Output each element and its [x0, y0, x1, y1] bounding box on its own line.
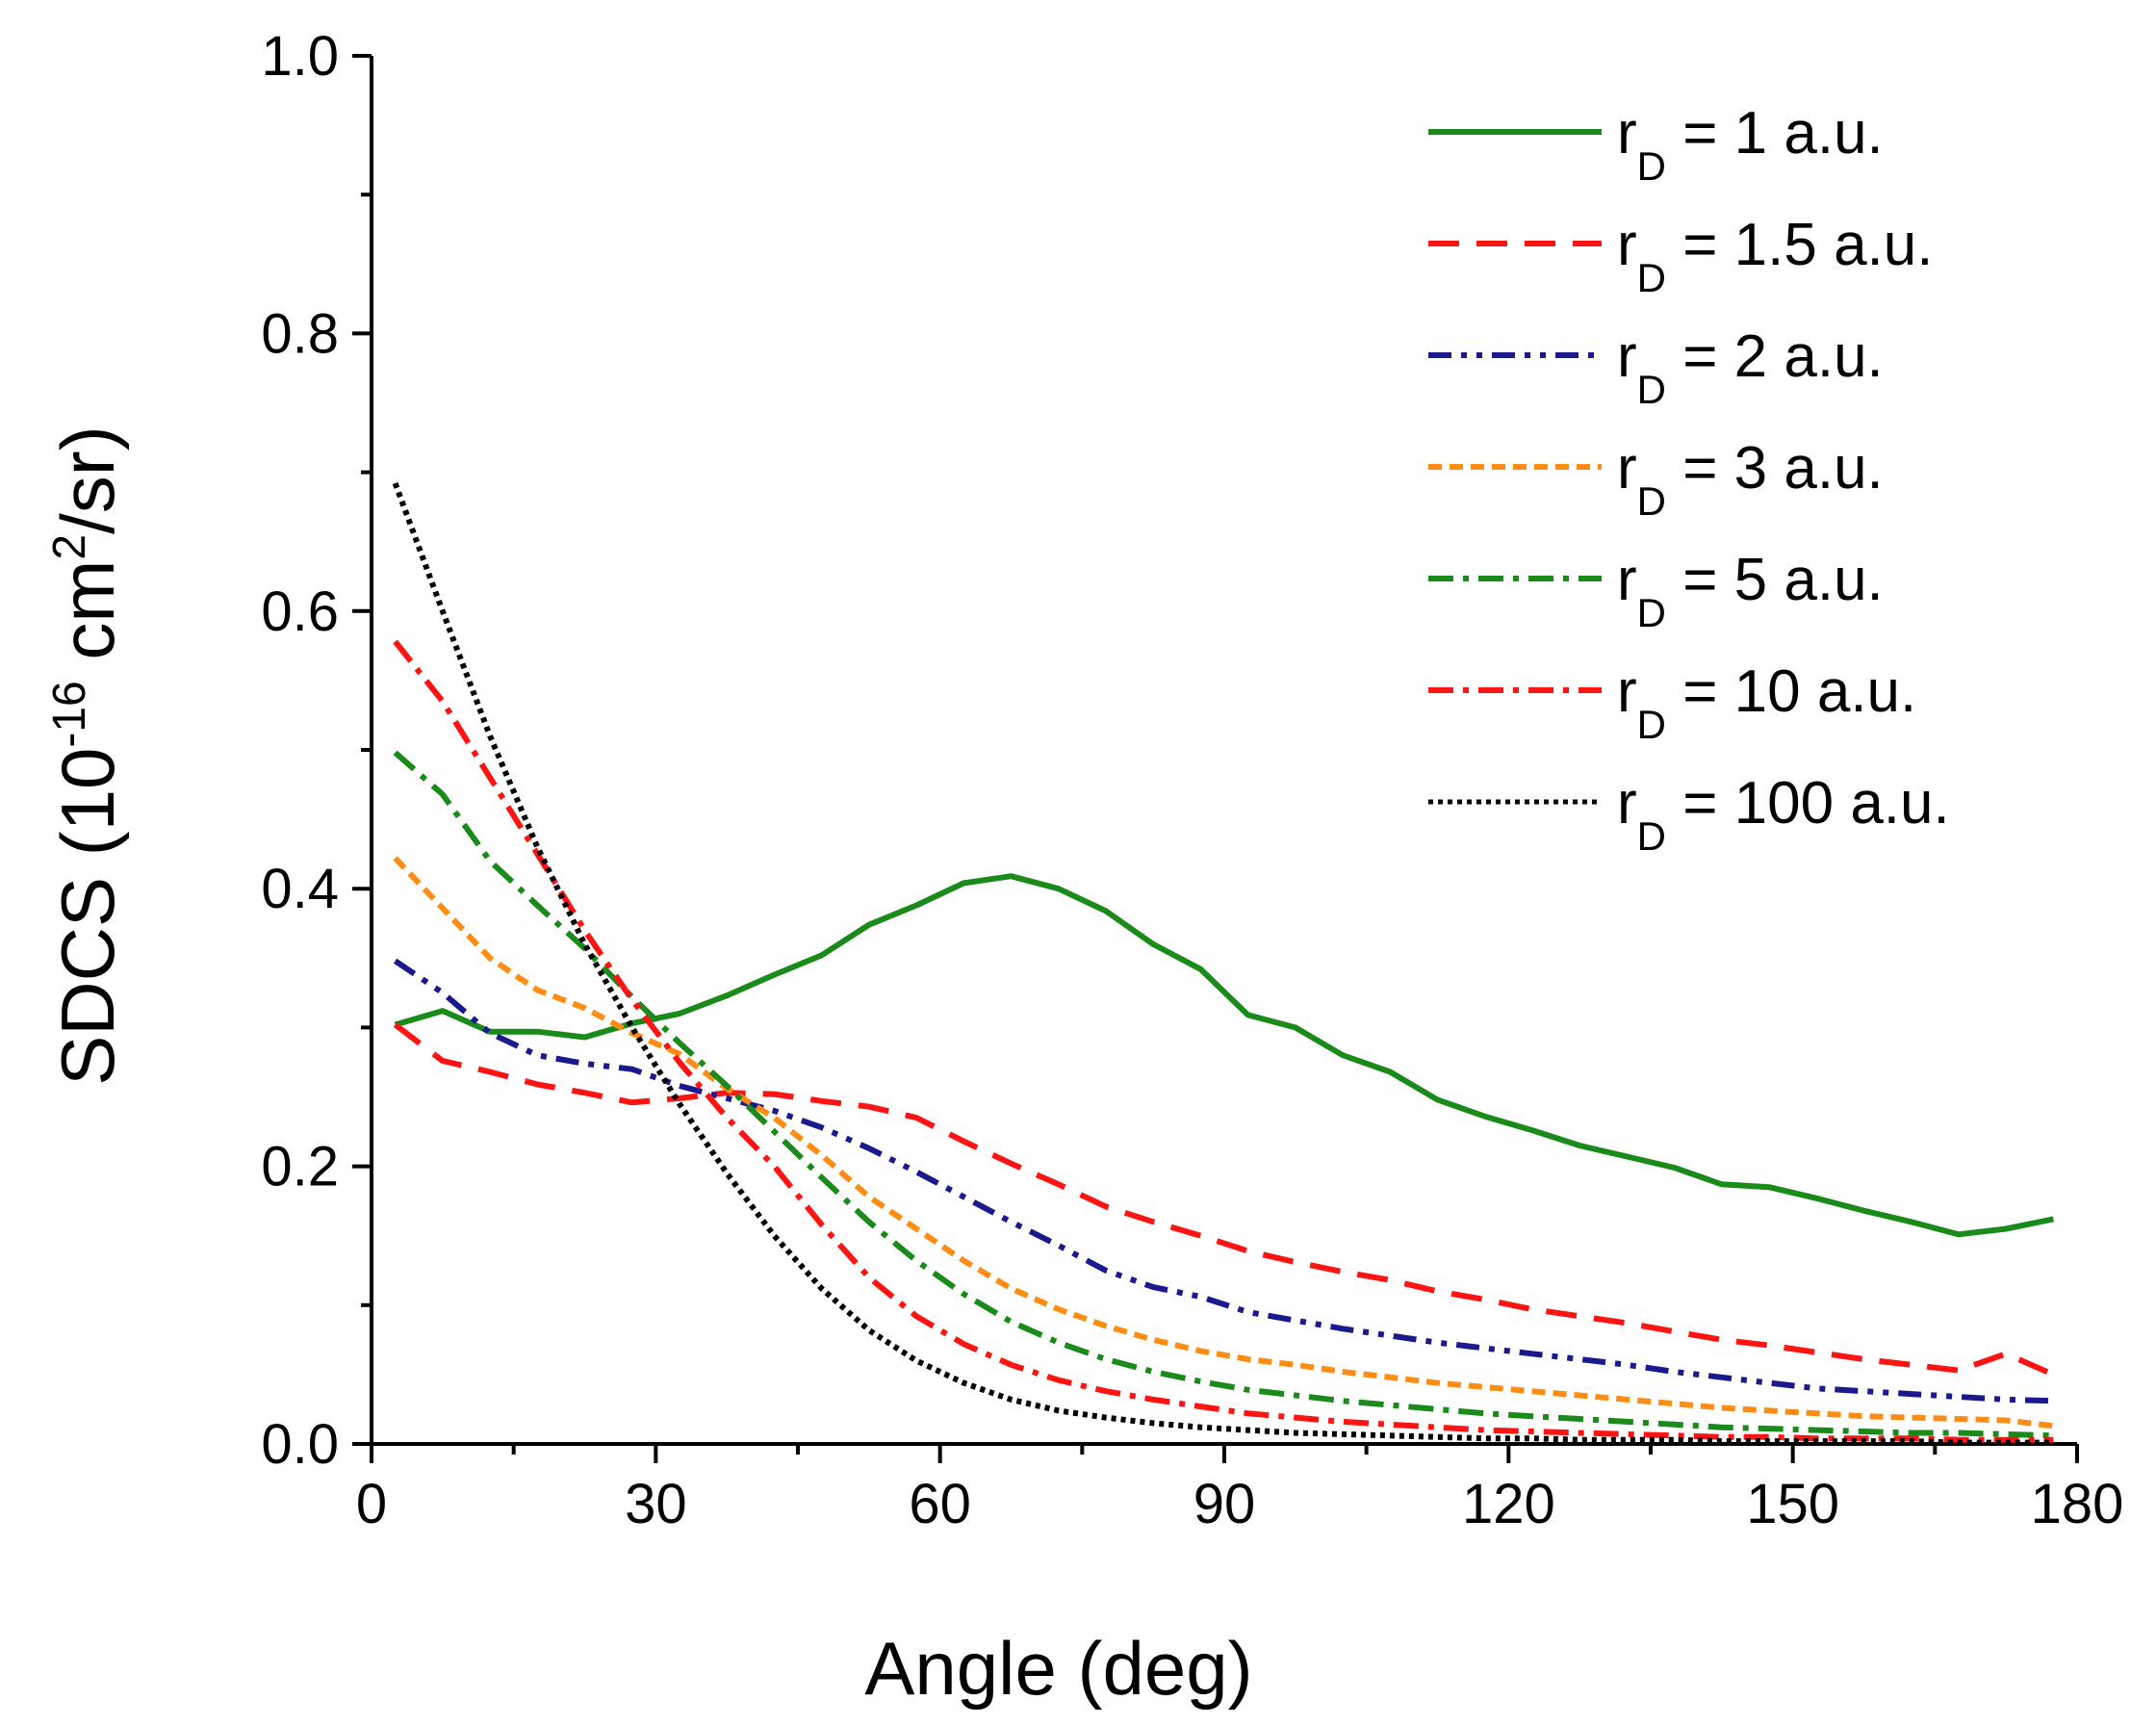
y-tick-label: 0.0	[261, 1413, 339, 1476]
y-tick-label: 0.2	[261, 1136, 339, 1198]
x-tick-label: 30	[625, 1473, 687, 1535]
x-axis-title: Angle (deg)	[864, 1626, 1252, 1711]
series-line-3	[393, 958, 2054, 1404]
legend-label-7: rD = 100 a.u.	[1617, 770, 1950, 859]
x-tick-label: 60	[909, 1473, 971, 1535]
y-title-prefix: SDCS (10	[45, 748, 130, 1086]
legend-label-1: rD = 1 a.u.	[1617, 100, 1884, 189]
legend-label-4: rD = 3 a.u.	[1617, 435, 1884, 524]
legend: rD = 1 a.u. rD = 1.5 a.u. rD = 2 a.u. rD = …	[1428, 100, 1950, 859]
y-tick-label: 0.4	[261, 858, 339, 920]
legend-label-5: rD = 5 a.u.	[1617, 547, 1884, 635]
y-tick-label: 1.0	[261, 25, 339, 88]
legend-label-3: rD = 2 a.u.	[1617, 323, 1884, 412]
y-title-suffix: /sr)	[45, 425, 130, 534]
y-title-sup2: 2	[44, 534, 95, 560]
y-title-mid: cm	[45, 560, 130, 682]
y-axis-ticks: 0.0 0.2 0.4 0.6 0.8 1.0	[261, 25, 372, 1476]
series-line-4	[393, 856, 2054, 1430]
x-axis-ticks: 0 30 60 90 120 150 180	[356, 1444, 2124, 1535]
x-tick-label: 180	[2031, 1473, 2124, 1535]
series-line-6	[393, 639, 2054, 1443]
y-axis-title: SDCS (10-16 cm2/sr)	[44, 425, 130, 1085]
legend-label-2: rD = 1.5 a.u.	[1617, 212, 1934, 300]
series-line-2	[393, 1022, 2055, 1378]
y-tick-label: 0.8	[261, 302, 339, 365]
series-line-1	[394, 873, 2055, 1238]
legend-label-6: rD = 10 a.u.	[1617, 658, 1916, 747]
y-title-exponent: -16	[44, 681, 95, 747]
series-line-5	[393, 750, 2054, 1439]
x-tick-label: 0	[356, 1473, 387, 1535]
series-lines	[392, 482, 2055, 1446]
x-tick-label: 150	[1746, 1473, 1839, 1535]
x-tick-label: 90	[1194, 1473, 1256, 1535]
y-tick-label: 0.6	[261, 580, 339, 643]
series-line-7	[392, 482, 2054, 1446]
x-tick-label: 120	[1462, 1473, 1555, 1535]
